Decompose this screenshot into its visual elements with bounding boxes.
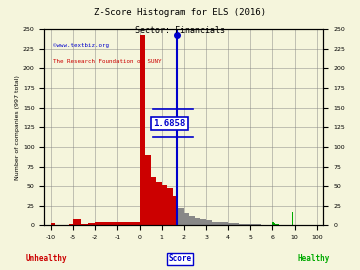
Text: Z-Score Histogram for ELS (2016): Z-Score Histogram for ELS (2016) — [94, 8, 266, 17]
Bar — [145, 155, 151, 225]
Bar — [88, 223, 95, 225]
Bar — [222, 222, 228, 225]
Bar — [51, 223, 55, 225]
Bar — [234, 223, 239, 225]
Text: The Research Foundation of SUNY: The Research Foundation of SUNY — [53, 59, 161, 64]
Bar — [239, 224, 245, 225]
Bar — [206, 220, 212, 225]
Text: ©www.textbiz.org: ©www.textbiz.org — [53, 43, 109, 48]
Bar — [117, 221, 140, 225]
Bar — [256, 224, 261, 225]
Bar — [178, 208, 184, 225]
Bar — [162, 185, 167, 225]
Text: Score: Score — [168, 254, 192, 263]
Bar — [275, 224, 276, 225]
Bar — [217, 222, 222, 225]
Bar — [69, 224, 73, 225]
Bar — [274, 223, 275, 225]
Bar — [151, 177, 156, 225]
Bar — [276, 224, 278, 225]
Bar — [140, 35, 145, 225]
Bar — [81, 224, 88, 225]
Text: Sector: Financials: Sector: Financials — [135, 26, 225, 35]
Bar — [95, 222, 117, 225]
Bar — [195, 218, 201, 225]
Text: Unhealthy: Unhealthy — [26, 254, 68, 263]
Bar — [212, 221, 217, 225]
Bar — [189, 216, 195, 225]
Bar — [156, 182, 162, 225]
Bar — [292, 212, 293, 225]
Text: Healthy: Healthy — [297, 254, 329, 263]
Bar — [73, 219, 81, 225]
Bar — [167, 188, 173, 225]
Bar — [228, 223, 234, 225]
Bar — [250, 224, 256, 225]
Bar — [245, 224, 250, 225]
Text: 1.6858: 1.6858 — [153, 119, 185, 128]
Bar — [201, 219, 206, 225]
Bar — [184, 213, 189, 225]
Bar — [173, 195, 178, 225]
Bar — [273, 221, 274, 225]
Y-axis label: Number of companies (997 total): Number of companies (997 total) — [15, 75, 20, 180]
Bar — [278, 224, 279, 225]
